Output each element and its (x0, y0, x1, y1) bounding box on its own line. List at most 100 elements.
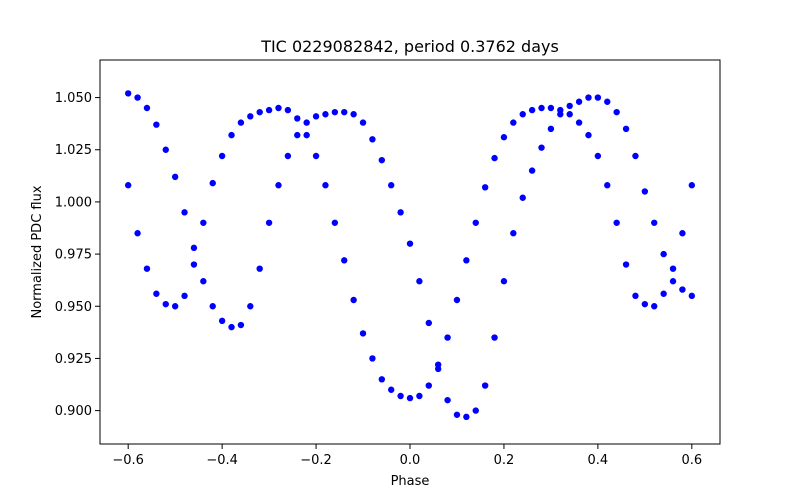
data-point (247, 113, 254, 120)
y-tick-label: 1.000 (55, 195, 92, 210)
data-point (388, 182, 395, 189)
data-point (669, 265, 677, 272)
data-point (604, 98, 611, 105)
y-tick-label: 0.925 (55, 352, 92, 367)
x-tick-label: 0.6 (681, 453, 702, 468)
data-point (247, 303, 254, 310)
data-point (566, 111, 573, 118)
plot-area-frame (99, 59, 721, 445)
data-point (660, 250, 667, 258)
data-point (594, 94, 602, 101)
x-tick-label: −0.6 (112, 453, 144, 468)
data-point (613, 108, 620, 116)
data-point (416, 278, 423, 285)
data-point (134, 230, 141, 237)
data-point (153, 290, 160, 297)
data-point (171, 303, 179, 310)
y-tick-label: 1.050 (55, 91, 92, 106)
data-point (651, 303, 658, 310)
y-tick-label: 0.975 (55, 248, 92, 263)
data-point (641, 188, 649, 195)
data-point (181, 292, 188, 300)
data-point (256, 108, 263, 116)
data-point (171, 173, 179, 181)
data-point (359, 119, 367, 126)
data-point (265, 219, 273, 226)
data-point (397, 209, 404, 216)
data-point (585, 94, 592, 101)
data-point (228, 131, 235, 139)
data-point (463, 257, 470, 264)
data-point (162, 300, 169, 308)
data-point (209, 179, 216, 187)
x-tick-label: −0.2 (300, 453, 332, 468)
data-point (359, 330, 367, 337)
data-point (312, 113, 320, 120)
data-points (124, 90, 696, 421)
data-point (538, 104, 545, 112)
x-axis: −0.6 −0.4 −0.2 0.0 0.2 0.4 0.6 (112, 444, 702, 468)
data-point (500, 134, 508, 141)
data-point (444, 334, 451, 341)
data-point (406, 394, 414, 402)
data-point (228, 323, 235, 331)
data-point (575, 98, 583, 105)
data-point (472, 407, 479, 414)
data-point (679, 286, 686, 293)
data-point (491, 154, 498, 162)
data-point (218, 317, 226, 325)
data-point (528, 106, 536, 114)
y-axis: 0.900 0.925 0.950 0.975 1.000 1.025 1.050 (55, 91, 100, 419)
data-point (425, 382, 432, 389)
x-tick-label: −0.4 (206, 453, 238, 468)
data-point (331, 108, 339, 116)
data-point (510, 119, 517, 126)
data-point (200, 219, 207, 226)
y-axis-label: Normalized PDC flux (30, 185, 45, 318)
data-point (303, 119, 310, 126)
data-point (294, 131, 301, 139)
data-point (397, 392, 404, 400)
data-point (416, 392, 423, 400)
data-point (312, 152, 320, 160)
data-point (284, 106, 292, 114)
data-point (369, 136, 376, 143)
data-point (651, 219, 658, 226)
data-point (622, 125, 630, 133)
data-point (322, 182, 329, 189)
data-point (294, 115, 301, 122)
data-point (237, 321, 245, 329)
data-point (500, 278, 508, 285)
data-point (575, 119, 583, 126)
data-point (350, 296, 357, 304)
data-point (406, 240, 414, 247)
data-point (124, 90, 132, 97)
data-point (434, 365, 442, 373)
data-point (688, 292, 696, 300)
data-point (566, 102, 573, 110)
data-point (350, 111, 357, 118)
data-point (256, 265, 263, 272)
data-point (481, 184, 489, 191)
data-point (547, 125, 555, 133)
data-point (510, 230, 517, 237)
data-point (632, 292, 639, 300)
data-point (632, 152, 639, 160)
data-point (190, 261, 198, 268)
data-point (303, 131, 310, 139)
data-point (265, 106, 273, 114)
data-point (557, 111, 564, 118)
x-tick-label: 0.0 (400, 453, 421, 468)
data-point (538, 144, 545, 151)
data-point (143, 265, 151, 272)
data-point (491, 334, 498, 341)
y-tick-label: 0.950 (55, 300, 92, 315)
data-point (444, 396, 451, 404)
data-point (585, 131, 592, 139)
data-point (209, 303, 216, 310)
data-point (547, 104, 555, 112)
data-point (641, 300, 649, 308)
data-point (378, 376, 386, 383)
data-point (688, 182, 696, 189)
data-point (162, 146, 169, 153)
